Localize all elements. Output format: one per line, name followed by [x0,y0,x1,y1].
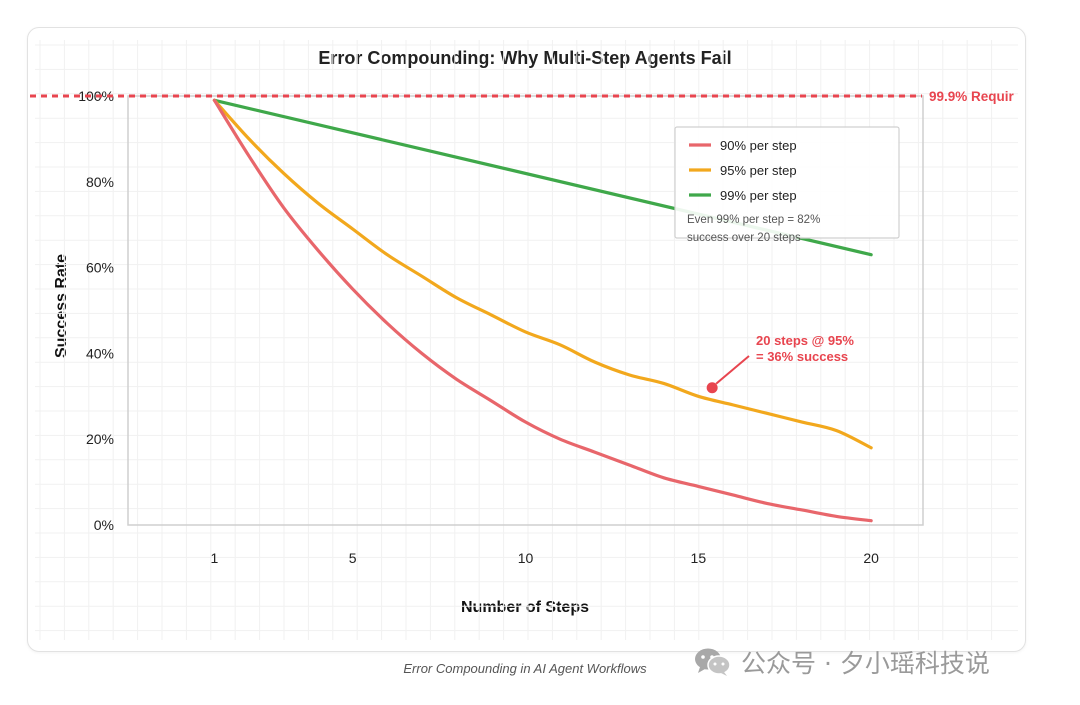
x-tick-label: 1 [211,550,219,566]
annotation-arrow [715,355,750,385]
y-tick-label: 60% [86,260,114,276]
x-tick-label: 10 [518,550,534,566]
x-tick-label: 15 [691,550,707,566]
series-line-95-per-step [212,98,873,450]
watermark-text: 公众号 · 夕小瑶科技说 [741,649,990,678]
y-axis-label: Success Rate [53,254,70,358]
watermark: 公众号 · 夕小瑶科技说 [693,643,990,681]
x-tick-label: 20 [863,550,879,566]
annotation-text: 20 steps @ 95% [756,333,854,348]
legend-note: Even 99% per step = 82% [687,214,820,226]
legend-label: 95% per step [720,163,797,178]
legend-note: success over 20 steps [687,232,801,244]
figure-caption: Error Compounding in AI Agent Workflows [403,661,647,676]
y-tick-label: 0% [94,517,114,533]
annotation-point [706,382,718,394]
y-tick-label: 80% [86,174,114,190]
legend-label: 90% per step [720,138,797,153]
y-tick-label: 20% [86,431,114,447]
x-tick-label: 5 [349,550,357,566]
x-axis-label: Number of Steps [461,599,589,616]
wechat-icon [695,648,731,676]
legend-label: 99% per step [720,188,797,203]
legend-box [674,126,900,239]
line-chart: Error Compounding: Why Multi-Step Agents… [30,40,1018,640]
reference-line-label: 99.9% Requir [929,89,1015,104]
chart-title: Error Compounding: Why Multi-Step Agents… [318,48,731,68]
annotation-text: = 36% success [756,349,848,364]
series-line-90-per-step [212,98,873,523]
y-tick-label: 40% [86,345,114,361]
